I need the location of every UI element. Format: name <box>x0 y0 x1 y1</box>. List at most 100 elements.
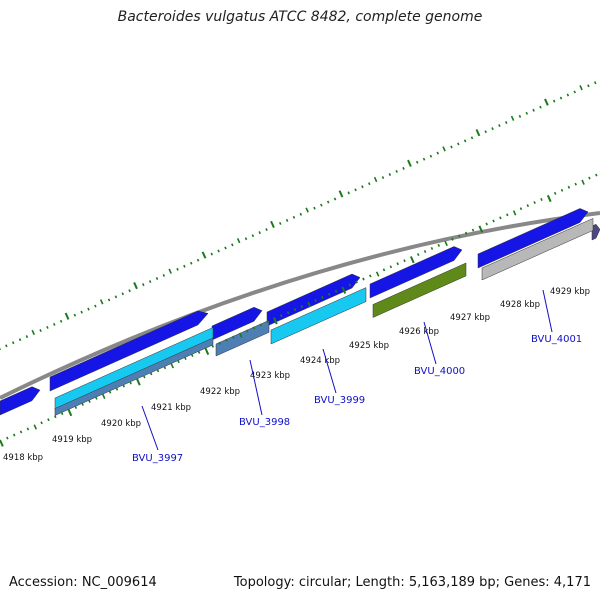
tick-label-4928: 4928 kbp <box>500 300 540 310</box>
tick-mark <box>46 325 49 329</box>
tick-mark <box>162 273 166 277</box>
tick-mark <box>47 418 50 422</box>
tick-label-4923: 4923 kbp <box>250 371 290 381</box>
tick-mark <box>133 282 138 290</box>
tick-mark <box>210 252 214 256</box>
tick-mark <box>574 182 577 186</box>
gene-label-BVU_4001[interactable]: BVU_4001 <box>531 334 582 345</box>
tick-mark <box>457 142 460 146</box>
tick-mark <box>510 115 515 121</box>
gene-leader-line <box>542 289 553 333</box>
tick-mark <box>183 264 186 268</box>
tick-mark <box>442 146 446 152</box>
tick-mark <box>231 243 234 247</box>
gene-labels[interactable]: BVU_3997 BVU_3998 BVU_3999 BVU_4000 BVU_4001 <box>132 289 582 464</box>
tick-mark <box>54 415 57 419</box>
tick-mark <box>326 200 330 204</box>
tick-mark <box>504 121 508 124</box>
gene-leader-line <box>249 359 263 416</box>
tick-label-4925: 4925 kbp <box>349 341 389 351</box>
tick-mark <box>5 344 8 348</box>
cds-arrow[interactable] <box>369 246 463 299</box>
tick-mark <box>333 197 337 201</box>
gene-label-BVU_4000[interactable]: BVU_4000 <box>414 366 465 377</box>
tick-mark <box>155 277 159 280</box>
tick-mark <box>64 312 70 320</box>
tick-mark <box>286 311 290 315</box>
tick-mark <box>299 212 303 216</box>
tick-mark <box>39 329 42 332</box>
tick-mark <box>201 251 207 259</box>
tick-mark <box>334 289 338 293</box>
tick-label-4926: 4926 kbp <box>399 327 439 337</box>
cds-BVU_3997[interactable] <box>54 337 214 416</box>
backbone-line <box>0 211 600 400</box>
tick-mark <box>588 176 591 180</box>
tick-mark <box>369 274 372 278</box>
cds-arrow[interactable] <box>0 386 41 416</box>
tick-mark <box>149 372 153 376</box>
tick-mark <box>362 277 365 281</box>
tick-mark <box>348 283 351 287</box>
cds-BVU_4001[interactable] <box>481 218 594 281</box>
tick-mark <box>422 157 426 161</box>
tick-mark <box>492 219 495 223</box>
tick-mark <box>292 215 296 219</box>
cds-arrow[interactable] <box>477 208 589 269</box>
gene-label-BVU_3999[interactable]: BVU_3999 <box>314 395 365 406</box>
tick-mark <box>59 319 63 323</box>
cds-BVU_4000[interactable] <box>372 262 467 318</box>
tick-mark <box>115 387 119 391</box>
tick-mark <box>273 317 278 325</box>
tick-mark <box>136 378 141 386</box>
tick-mark <box>320 203 323 207</box>
tick-mark <box>327 292 331 296</box>
reverse-strand-genes <box>54 218 594 416</box>
tick-mark <box>99 299 104 305</box>
tick-mark <box>236 238 241 244</box>
tick-mark <box>587 84 590 88</box>
tick-mark <box>129 381 132 385</box>
tick-mark <box>544 98 549 106</box>
tick-mark <box>74 406 78 409</box>
tick-mark <box>395 169 398 173</box>
inner-tick-ring <box>0 173 598 447</box>
tick-mark <box>444 240 448 247</box>
tick-mark <box>81 402 84 406</box>
tick-mark <box>163 366 167 370</box>
tick-mark <box>184 357 187 361</box>
tick-mark <box>361 185 364 189</box>
tick-mark <box>354 188 357 192</box>
tick-mark <box>416 253 420 257</box>
tick-mark <box>0 439 4 447</box>
tick-mark <box>382 268 386 272</box>
gene-label-BVU_3997[interactable]: BVU_3997 <box>132 453 183 464</box>
tick-mark <box>108 390 112 394</box>
tick-mark <box>168 268 172 274</box>
cds-BVU_3997[interactable] <box>54 327 214 411</box>
tick-mark <box>553 191 557 195</box>
cds-arrow[interactable] <box>49 310 209 392</box>
cds-arrow[interactable] <box>591 223 600 241</box>
tick-mark <box>373 176 378 183</box>
tick-mark <box>197 350 201 354</box>
gene-label-BVU_3998[interactable]: BVU_3998 <box>239 417 290 428</box>
tick-mark <box>409 256 415 264</box>
tick-mark <box>526 204 530 208</box>
tick-mark <box>518 114 522 118</box>
tick-mark <box>478 225 484 233</box>
tick-mark <box>285 218 289 222</box>
tick-mark <box>313 206 316 210</box>
tick-mark <box>402 166 405 170</box>
tick-mark <box>307 302 311 308</box>
tick-mark <box>559 96 563 100</box>
tick-mark <box>265 228 268 232</box>
tick-mark <box>266 320 269 324</box>
tick-mark <box>53 322 56 326</box>
cds-BVU_3999[interactable] <box>270 287 367 345</box>
tick-mark <box>300 305 304 309</box>
gene-leader-line <box>322 348 337 394</box>
tick-mark <box>423 250 427 253</box>
tick-mark <box>525 111 529 115</box>
tick-mark <box>156 369 160 373</box>
